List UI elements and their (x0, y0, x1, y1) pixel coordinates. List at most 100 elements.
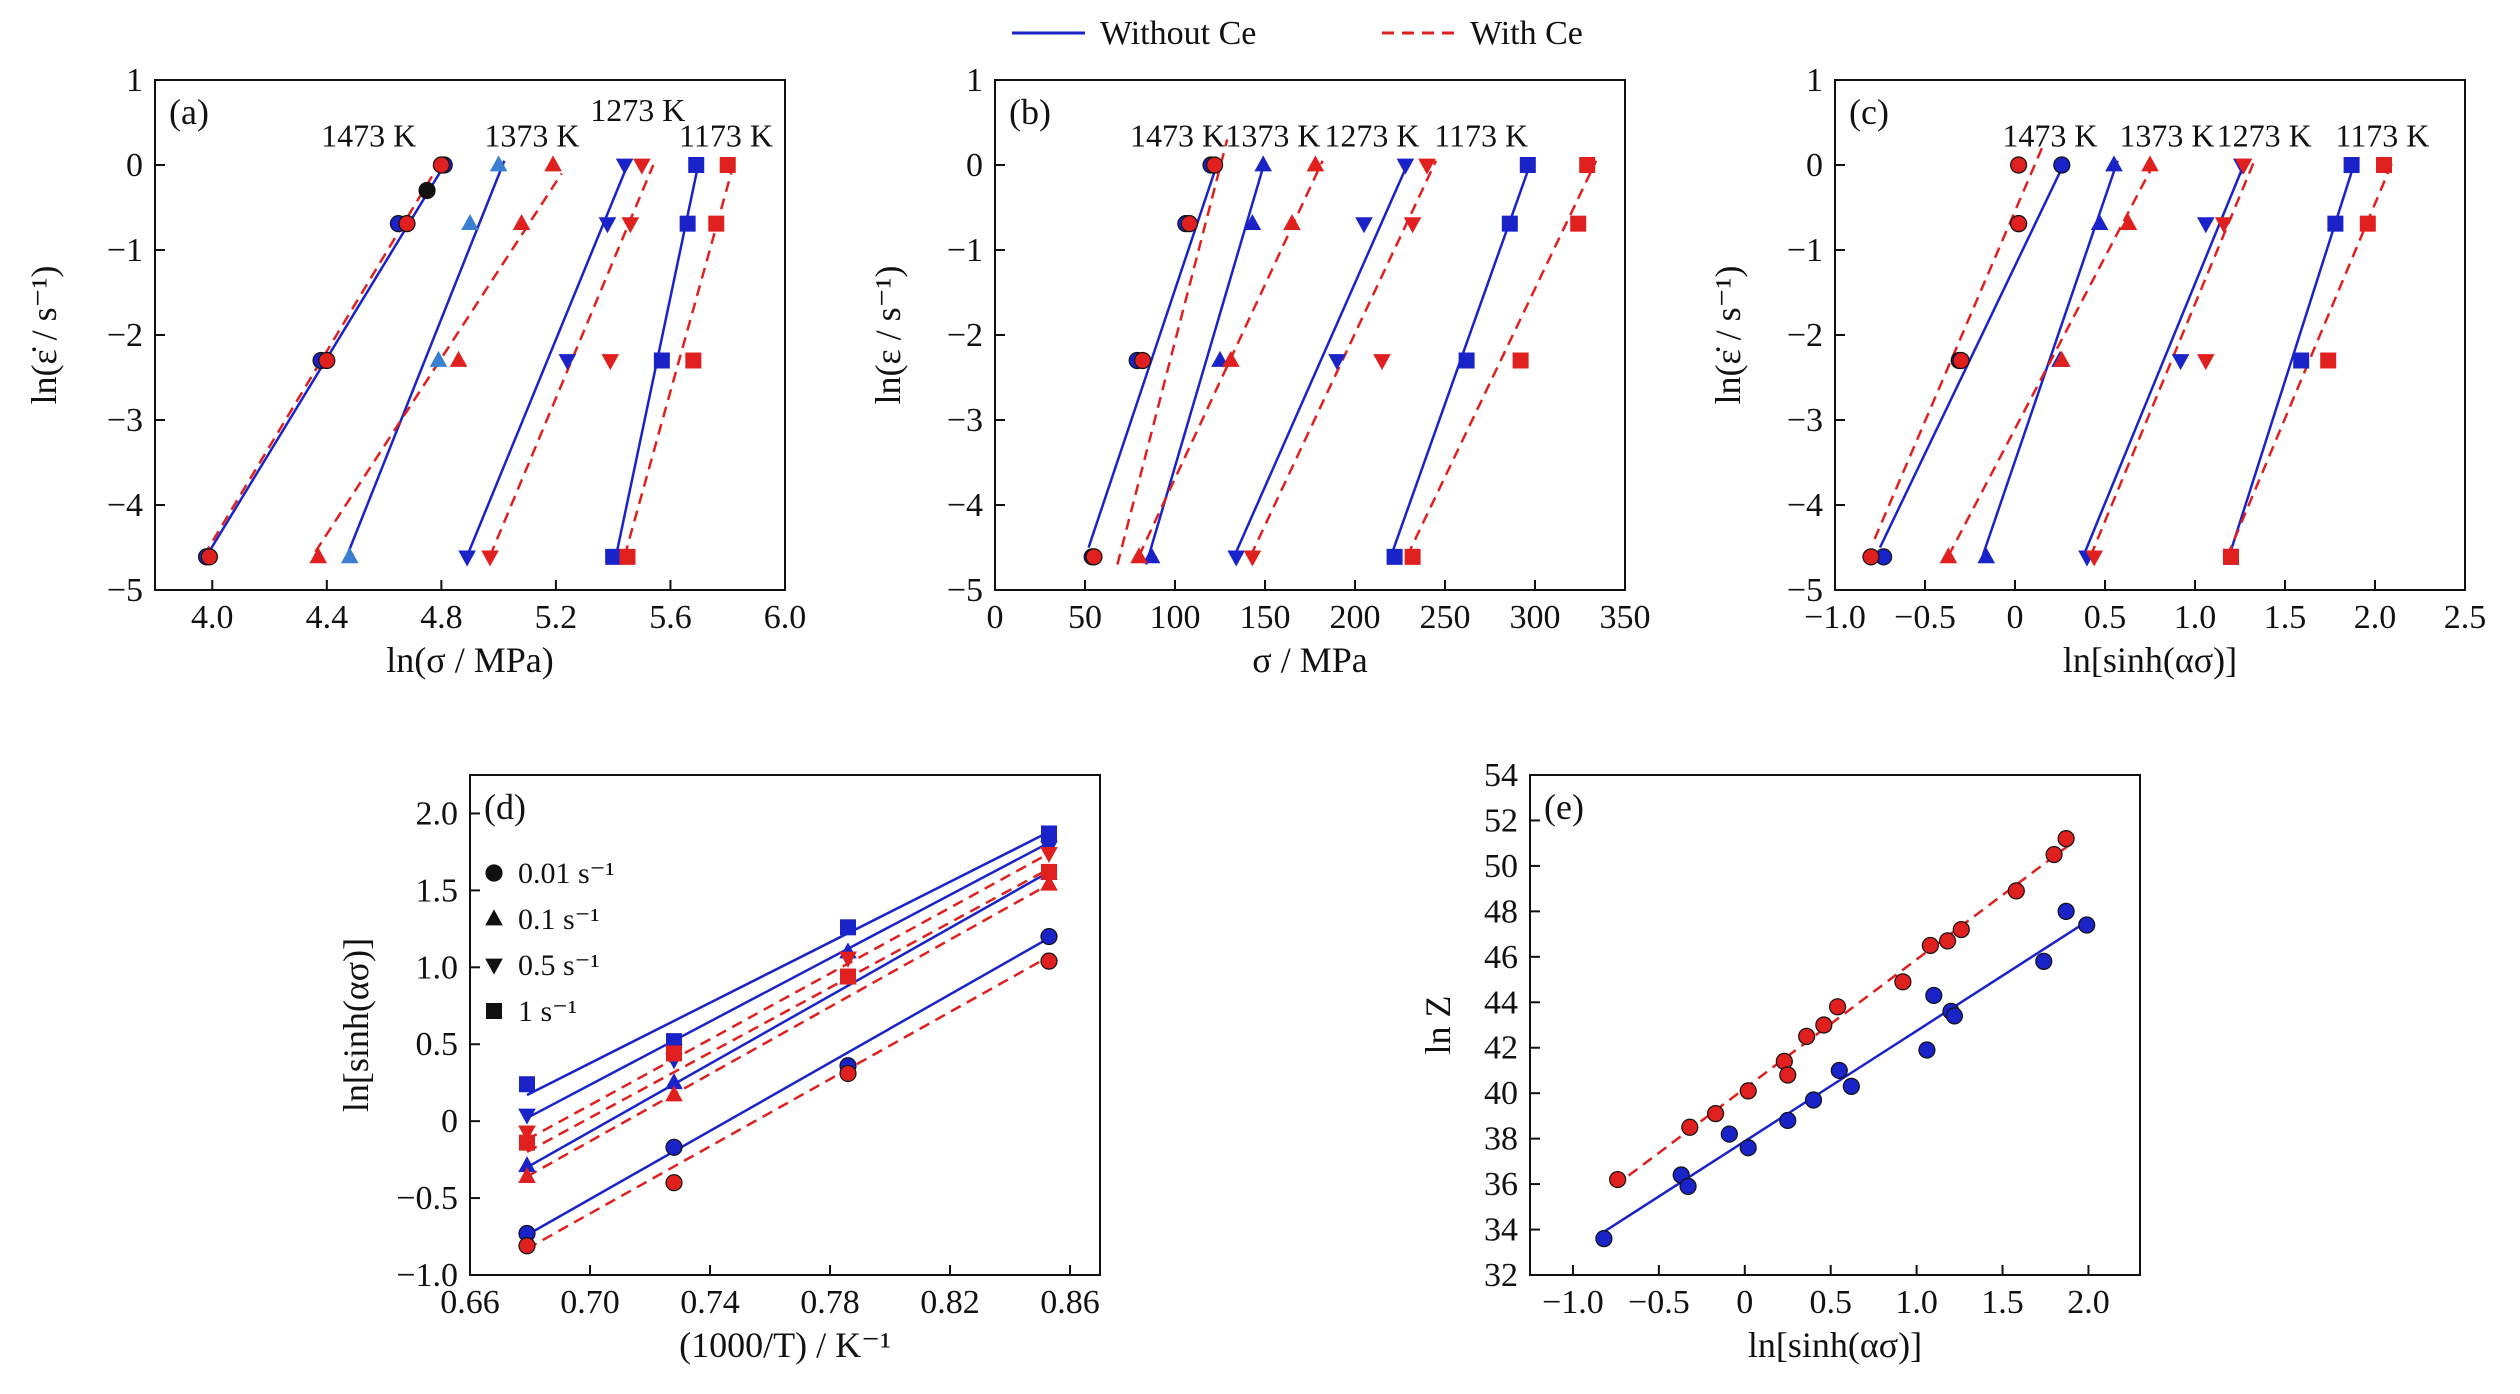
panel-a-point-extra (418, 181, 436, 200)
panel-d-legend-marker (486, 1003, 502, 1019)
panel-b-ytick-label: −3 (947, 402, 983, 439)
panel-b-panel-letter: (b) (1009, 92, 1051, 132)
panel-d-legend-rate-label: 1 s⁻¹ (518, 995, 577, 1028)
panel-a-point-without (653, 352, 670, 369)
panel-d-ytick-label: 0 (441, 1103, 458, 1140)
panel-b-point-with (1180, 215, 1198, 233)
panel-d-legend-rate-label: 0.1 s⁻¹ (518, 903, 600, 936)
panel-d-fit-line-with (526, 883, 1050, 1178)
panel-c-annotation-temperature: 1473 K (2002, 117, 2097, 153)
panel-c-point-without (1977, 547, 1995, 564)
panel-b-point-without (1227, 550, 1245, 567)
panel-e-point-with (1779, 1066, 1797, 1084)
panel-e-point-with (1706, 1105, 1725, 1123)
panel-a-point-without (605, 548, 622, 565)
panel-e-ytick-label: 44 (1484, 984, 1518, 1021)
panel-a-xtick-label: 4.4 (306, 599, 349, 636)
panel-c-xtick-label: −1.0 (1804, 599, 1866, 636)
panel-d-ytick-label: −1.0 (396, 1257, 458, 1294)
panel-b-fit-line-without (1233, 160, 1411, 557)
panel-b-point-without (1254, 155, 1272, 172)
panel-a-point-with (512, 214, 531, 231)
panel-d-point-with (840, 968, 856, 985)
panel-c-point-with (2053, 350, 2071, 367)
panel-c-point-with (2320, 352, 2337, 369)
panel-b-point-without (1396, 158, 1415, 175)
panel-b-ytick-label: −4 (947, 487, 983, 524)
panel-d-point-with (665, 1174, 683, 1192)
panel-d-ytick-label: 2.0 (416, 795, 459, 832)
panel-a-point-with (432, 156, 450, 174)
panel-b-xtick-label: 200 (1330, 599, 1381, 636)
panel-e-point-without (2035, 952, 2053, 970)
panel-e-point-with (2007, 882, 2025, 900)
panel-c-annotation-temperature: 1273 K (2217, 117, 2312, 153)
panel-d-point-with (666, 1045, 682, 1062)
panel-c-fit-line-without (1878, 160, 2067, 549)
panel-e-xtick-label: −1.0 (1542, 1284, 1604, 1321)
panel-d-point-with (1040, 847, 1058, 864)
panel-e-point-without (1679, 1177, 1697, 1195)
panel-a-point-without (458, 550, 476, 567)
panel-b-ytick-label: 0 (966, 147, 983, 184)
panel-e-point-with (1828, 998, 1847, 1016)
panel-e-ytick-label: 52 (1484, 802, 1518, 839)
panel-b-point-with (1512, 352, 1529, 369)
panel-d-legend-rate-label: 0.01 s⁻¹ (518, 857, 615, 890)
panel-e-xtick-label: 1.5 (1981, 1284, 2024, 1321)
panel-d-point-with (839, 951, 857, 968)
panel-c-fit-line-with (1873, 147, 2044, 540)
panel-e-point-without (2057, 902, 2075, 920)
panel-d-ylabel: ln[sinh(ασ)] (336, 938, 376, 1112)
legend-label-with-ce: With Ce (1470, 15, 1583, 52)
panel-e-xtick-label: 2.0 (2067, 1284, 2110, 1321)
panel-c-point-with (1862, 548, 1880, 566)
panel-d-xtick-label: 0.82 (920, 1284, 980, 1321)
panel-a-point-without (598, 217, 617, 234)
panel-d-point-with (1040, 874, 1058, 891)
panel-d-point-with (518, 1166, 536, 1183)
panel-b-xtick-label: 250 (1420, 599, 1471, 636)
panel-b-fit-line-without (1087, 160, 1220, 548)
panel-b-point-without (1519, 157, 1536, 173)
panel-a-point-with (309, 547, 328, 564)
panel-a-xtick-label: 6.0 (764, 599, 807, 636)
panel-b-chart: 0 50 100 150 200 250 300 350 −5 −4 −3 −2 −1 0 1 σ / MPa… (868, 62, 1651, 680)
panel-a-point-with (685, 352, 702, 369)
panel-b-xtick-label: 300 (1510, 599, 1561, 636)
panel-b-point-with (1570, 215, 1587, 232)
panel-c-point-with (2234, 158, 2253, 175)
panel-e-point-without (1842, 1077, 1860, 1095)
panel-a-ylabel: ln(ε̇ / s⁻¹) (24, 266, 64, 405)
panel-e-point-without (1804, 1091, 1823, 1109)
panel-e-point-without (1595, 1230, 1613, 1248)
panel-b-fit-line-with (1116, 139, 1229, 565)
panel-d-ytick-label: 1.5 (416, 872, 459, 909)
panel-a-annotation-temperature: 1373 K (484, 117, 579, 153)
panel-b-point-with (1373, 354, 1391, 371)
panel-e-ytick-label: 42 (1484, 1030, 1518, 1067)
panel-a-fit-line-with (623, 164, 735, 557)
panel-a-point-with (719, 157, 736, 173)
panel-d-xlabel: (1000/T) / K⁻¹ (679, 1325, 891, 1365)
panel-c-ytick-label: −2 (1787, 317, 1823, 354)
panel-e-point-with (1739, 1082, 1757, 1100)
panel-a-ytick-label: −1 (107, 232, 143, 269)
panel-a-point-with (481, 550, 499, 567)
panel-c-xtick-label: −0.5 (1894, 599, 1956, 636)
panel-c-point-without (2343, 157, 2360, 173)
panel-b-point-without (1458, 352, 1475, 369)
panel-d-legend-marker (485, 864, 503, 882)
panel-b-point-without (1355, 217, 1373, 234)
panel-c-point-without (2171, 354, 2190, 371)
panel-a-point-with (398, 215, 416, 233)
panel-a-annotation-temperature: 1473 K (321, 117, 416, 153)
panel-c-point-with (2085, 550, 2103, 567)
panel-e-plot-frame (1529, 774, 2141, 1276)
panel-e-panel-letter: (e) (1544, 787, 1584, 827)
panel-c-ytick-label: −3 (1787, 402, 1823, 439)
panel-e-point-with (2045, 845, 2063, 864)
panel-a-point-with (708, 215, 725, 232)
panel-c-point-with (2359, 215, 2376, 232)
panel-b-ytick-label: −2 (947, 317, 983, 354)
